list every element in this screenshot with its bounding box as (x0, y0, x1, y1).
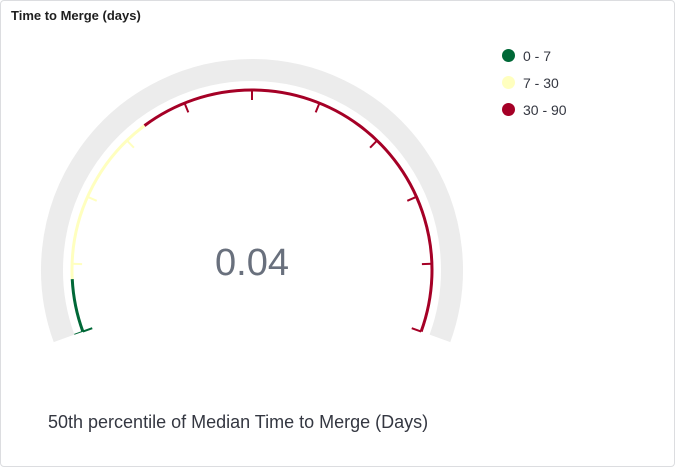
gauge-tick-6 (316, 103, 320, 112)
gauge-track (52, 70, 452, 338)
legend-label-0: 0 - 7 (523, 48, 551, 64)
legend-item-0[interactable]: 0 - 7 (502, 42, 567, 69)
gauge-tick-0 (83, 328, 92, 331)
gauge-tick-4 (185, 103, 189, 112)
legend-item-1[interactable]: 7 - 30 (502, 69, 567, 96)
gauge-tick-3 (127, 141, 134, 148)
gauge-value: 0.04 (215, 242, 289, 284)
legend-dot-1 (502, 76, 515, 89)
legend-label-2: 30 - 90 (523, 102, 567, 118)
gauge-legend: 0 - 7 7 - 30 30 - 90 (502, 42, 567, 123)
gauge-tick-2 (88, 197, 97, 201)
legend-item-2[interactable]: 30 - 90 (502, 96, 567, 123)
legend-dot-0 (502, 49, 515, 62)
gauge-tick-10 (412, 328, 421, 331)
gauge-tick-7 (370, 141, 377, 148)
legend-label-1: 7 - 30 (523, 75, 559, 91)
gauge-band-0 (72, 279, 83, 331)
gauge-caption: 50th percentile of Median Time to Merge … (48, 412, 428, 433)
gauge-tick-8 (407, 197, 416, 201)
legend-dot-2 (502, 103, 515, 116)
